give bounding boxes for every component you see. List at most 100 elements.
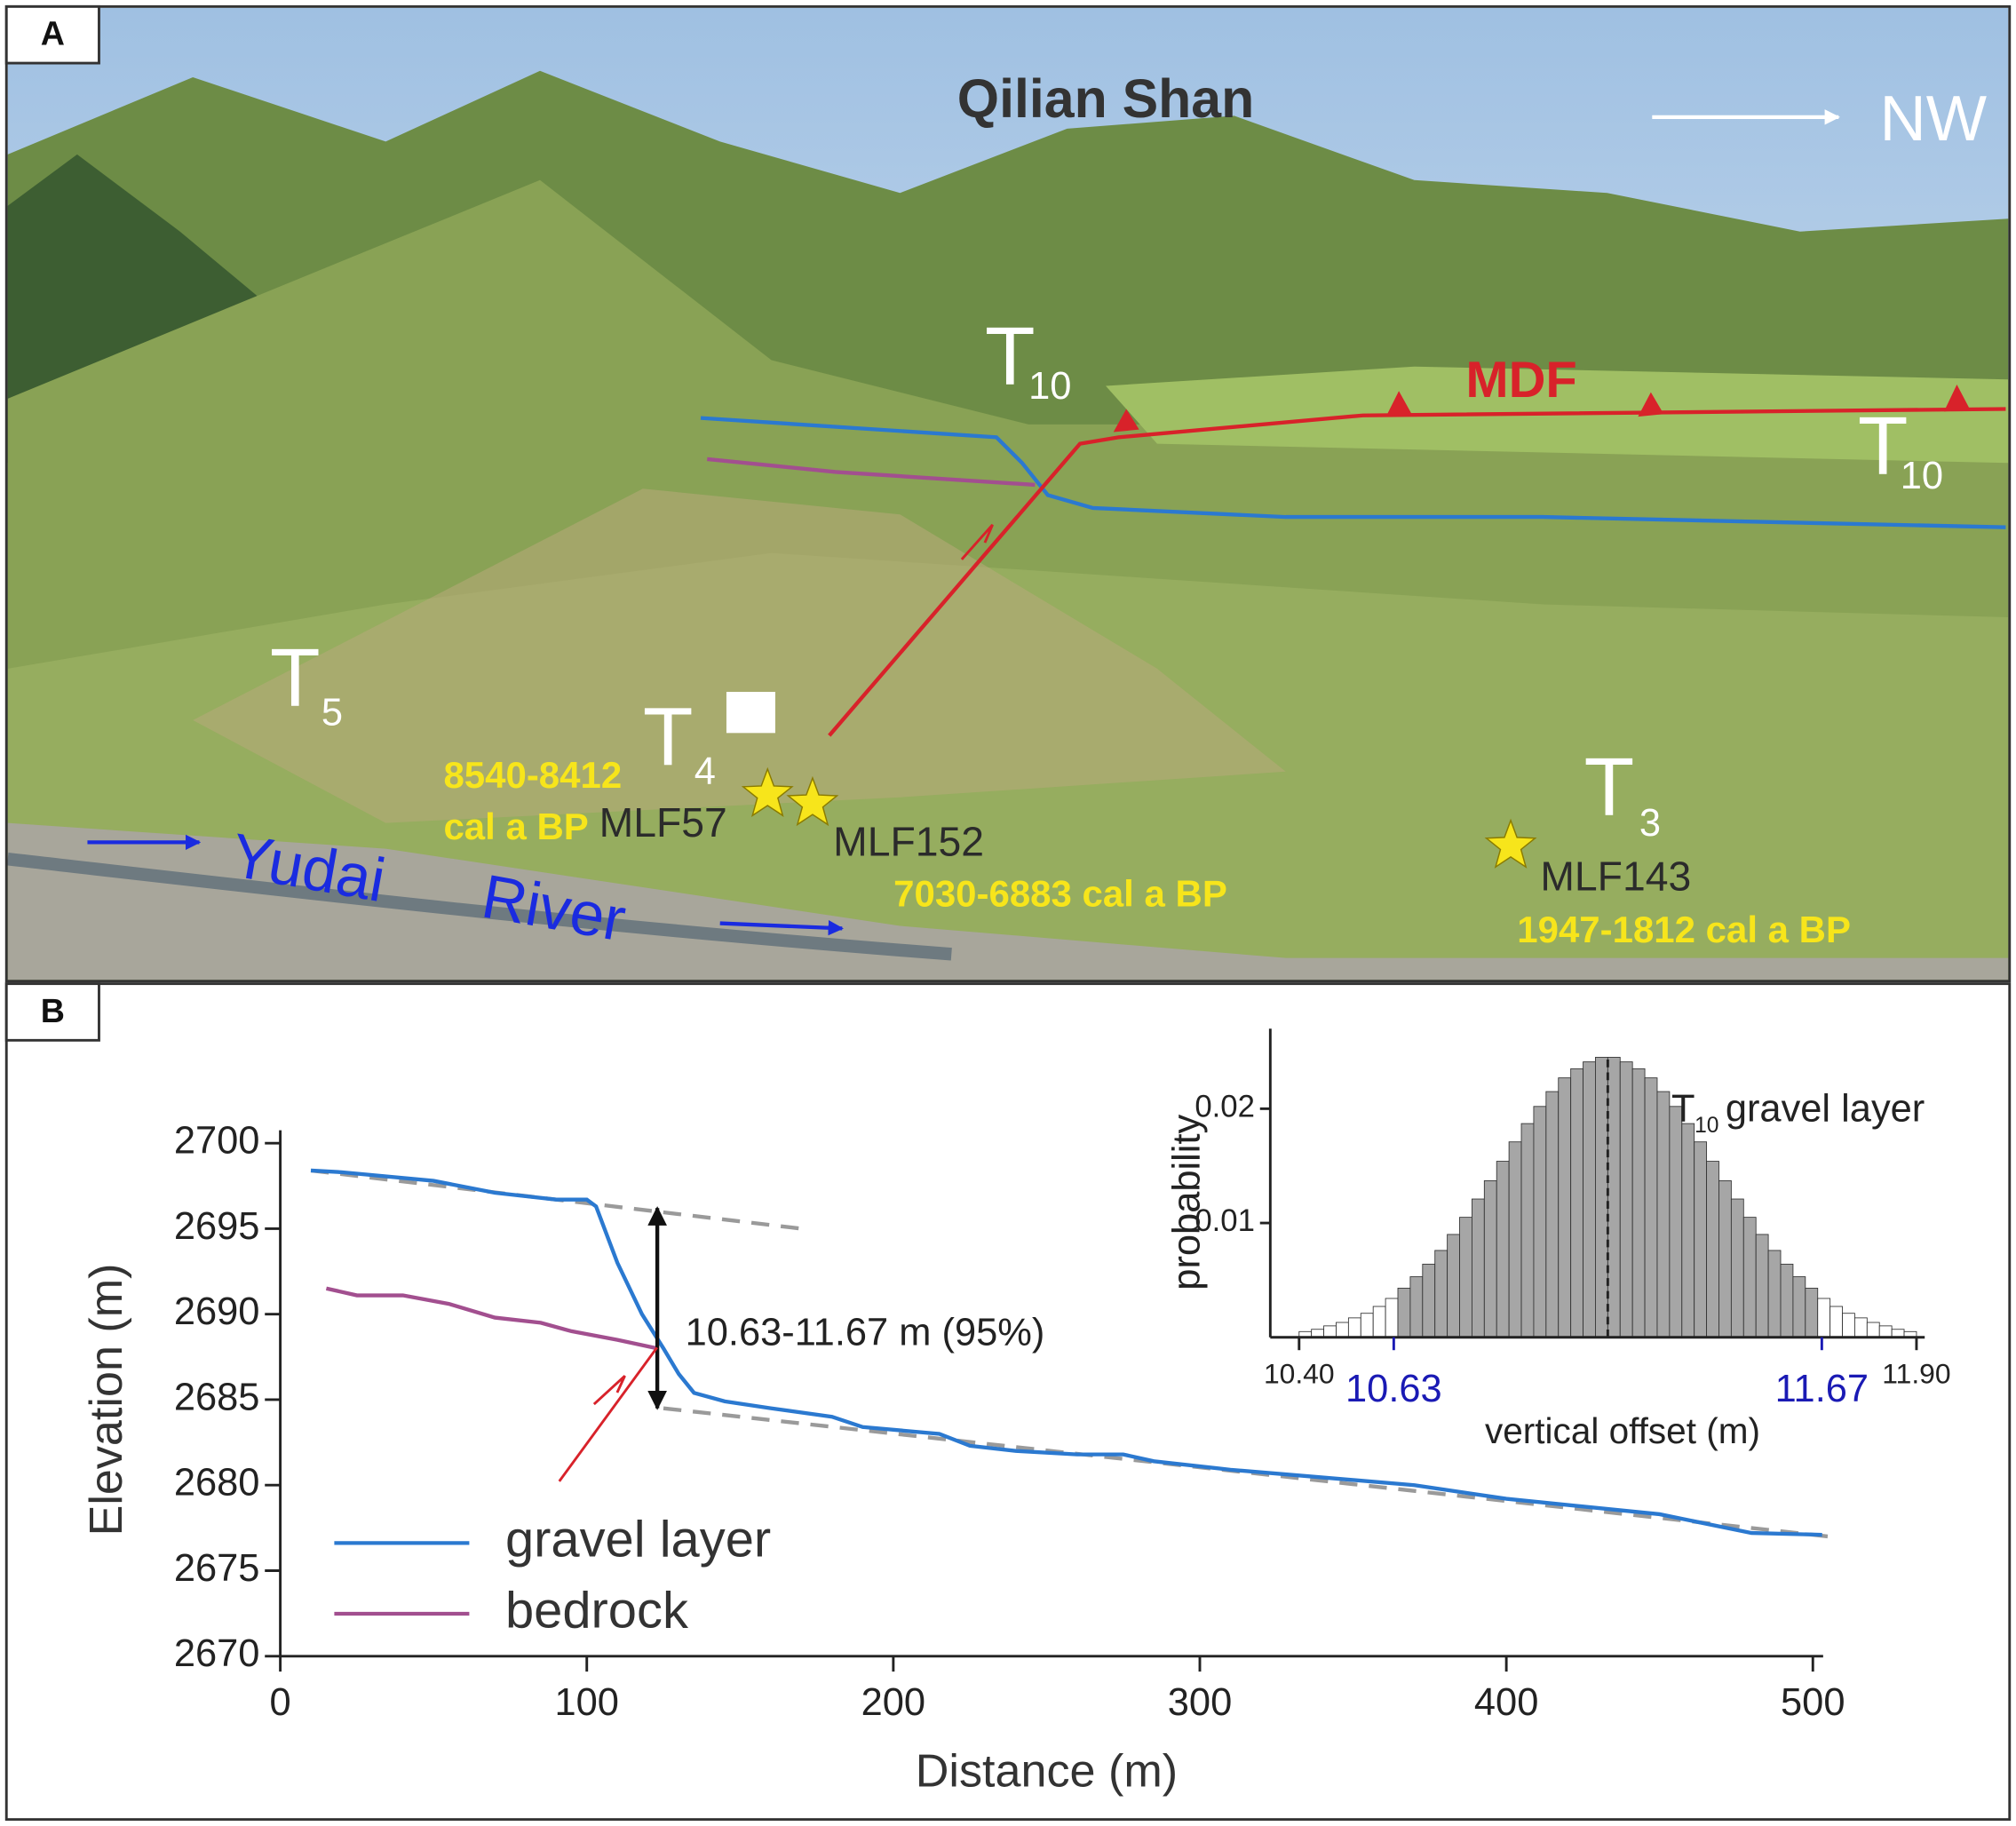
histogram-bar: [1730, 1198, 1744, 1338]
x-tick-label: 300: [1168, 1681, 1232, 1724]
histogram-bar: [1694, 1141, 1708, 1338]
panel-label-box: [4, 4, 100, 65]
histogram-bar: [1434, 1250, 1449, 1338]
slip-arrow: [960, 523, 994, 560]
histogram-bar: [1767, 1250, 1782, 1338]
histogram-bar: [1483, 1180, 1497, 1338]
inset-title: T: [1671, 1087, 1695, 1130]
y-tick-label: 2670: [174, 1632, 260, 1675]
bedrock-trace: [707, 456, 1036, 488]
sample-stars: [741, 766, 1537, 869]
histogram-bar: [1397, 1287, 1411, 1338]
histogram-bar: [1496, 1161, 1510, 1338]
histogram-bar: [1595, 1057, 1608, 1338]
slip-arrow: [592, 1375, 626, 1406]
histogram-bar: [1742, 1217, 1757, 1338]
y-tick-label: 2690: [174, 1290, 260, 1333]
y-tick-label: 0.01: [1195, 1204, 1255, 1238]
histogram-bar: [1853, 1317, 1868, 1338]
histogram-bar: [1656, 1091, 1671, 1338]
x-tick-label: 10.63: [1345, 1368, 1442, 1410]
thrust-teeth: [1113, 384, 1970, 433]
terrace-label: T: [1858, 400, 1909, 492]
histogram-bar: [1459, 1217, 1472, 1338]
y-tick-label: 2685: [174, 1376, 260, 1418]
sample-star: [1484, 818, 1537, 869]
mountain-name: Qilian Shan: [957, 68, 1254, 129]
histogram-bar: [1533, 1106, 1547, 1338]
x-tick-label: 100: [555, 1681, 619, 1724]
sample-star: [741, 766, 794, 817]
photo-panel: Qilian Shan NW MDF T 10 T 10 T 5 T 4 T 3…: [6, 7, 2009, 980]
histogram-bar: [1669, 1106, 1683, 1338]
histogram-bar: [1372, 1306, 1386, 1338]
series-line: [325, 1286, 658, 1351]
panel-label: A: [41, 15, 65, 52]
histogram-bar: [1619, 1061, 1633, 1338]
y-tick-label: 2680: [174, 1462, 260, 1504]
terrace-sub: 3: [1639, 802, 1661, 845]
inset-title-sub: 10: [1695, 1114, 1718, 1138]
histogram-bar: [1471, 1198, 1485, 1338]
river-stream: [6, 853, 952, 961]
terrace-sub: 10: [1028, 365, 1071, 408]
fault-arrow: [558, 1346, 658, 1482]
histogram-bar: [1447, 1234, 1460, 1338]
histogram-bar: [1817, 1298, 1831, 1338]
histogram-bar: [1755, 1234, 1769, 1338]
panel-frame: [4, 4, 2012, 983]
histogram-bar: [1718, 1180, 1732, 1338]
fault-trace: [828, 407, 2006, 737]
histogram-bar: [1792, 1276, 1806, 1338]
histogram-bar: [1681, 1123, 1695, 1338]
histogram-bar: [1706, 1161, 1719, 1338]
terrace-label: T: [270, 631, 321, 724]
x-axis-label: Distance (m): [916, 1746, 1178, 1798]
y-tick-label: 2675: [174, 1547, 260, 1590]
histogram-bar: [1878, 1325, 1893, 1338]
histogram-bar: [1385, 1298, 1399, 1338]
terrace-sub: 10: [1901, 455, 1943, 497]
inset-title: gravel layer: [1726, 1087, 1925, 1130]
y-tick-label: 2700: [174, 1120, 260, 1163]
terrace-label: T: [985, 310, 1036, 402]
y-axis-label: Elevation (m): [81, 1263, 132, 1536]
histogram-bar: [1583, 1061, 1596, 1338]
x-axis-label: vertical offset (m): [1485, 1410, 1760, 1451]
histogram-bar: [1631, 1068, 1646, 1338]
y-tick-label: 2695: [174, 1205, 260, 1248]
terrace-label: T: [643, 690, 694, 782]
histogram-bar: [1570, 1068, 1583, 1338]
histogram-bar: [1558, 1077, 1572, 1338]
flow-arrow: [719, 920, 844, 936]
y-axis-label: probability: [1166, 1114, 1209, 1290]
fault-label: MDF: [1465, 352, 1576, 409]
legend-label: bedrock: [505, 1582, 689, 1639]
histogram-bar: [1780, 1263, 1794, 1338]
series-line: [310, 1168, 1822, 1537]
histogram-bar: [1829, 1306, 1843, 1338]
histogram-bar: [1545, 1091, 1560, 1338]
y-tick-label: 0.02: [1195, 1091, 1255, 1124]
histogram-bar: [1409, 1276, 1424, 1338]
plot: 2670 2675 2680 2685 2690 2695 2700 0 100 200 300 40…: [81, 1028, 1951, 1798]
sample-label: MLF143: [1540, 853, 1691, 900]
x-tick-label: 400: [1474, 1681, 1538, 1724]
panel-label-box: [4, 982, 100, 1042]
histogram-bar: [1336, 1322, 1349, 1338]
x-tick-label: 200: [861, 1681, 925, 1724]
histogram-bar: [1842, 1313, 1855, 1338]
histogram-bar: [1644, 1077, 1658, 1338]
histogram-bar: [1422, 1263, 1436, 1338]
histogram-bar: [1520, 1123, 1535, 1338]
eroded-slope: [193, 488, 1286, 823]
panel-frame: [4, 982, 2012, 1822]
river-bed: [7, 822, 2009, 980]
terrace-sub: 4: [694, 750, 716, 793]
age-label: 7030-6883 cal a BP: [893, 872, 1227, 914]
x-tick-label: 500: [1781, 1681, 1845, 1724]
fit-line: [663, 1406, 1829, 1539]
terrace-sub: 5: [321, 692, 343, 734]
panel-label: B: [41, 992, 65, 1029]
